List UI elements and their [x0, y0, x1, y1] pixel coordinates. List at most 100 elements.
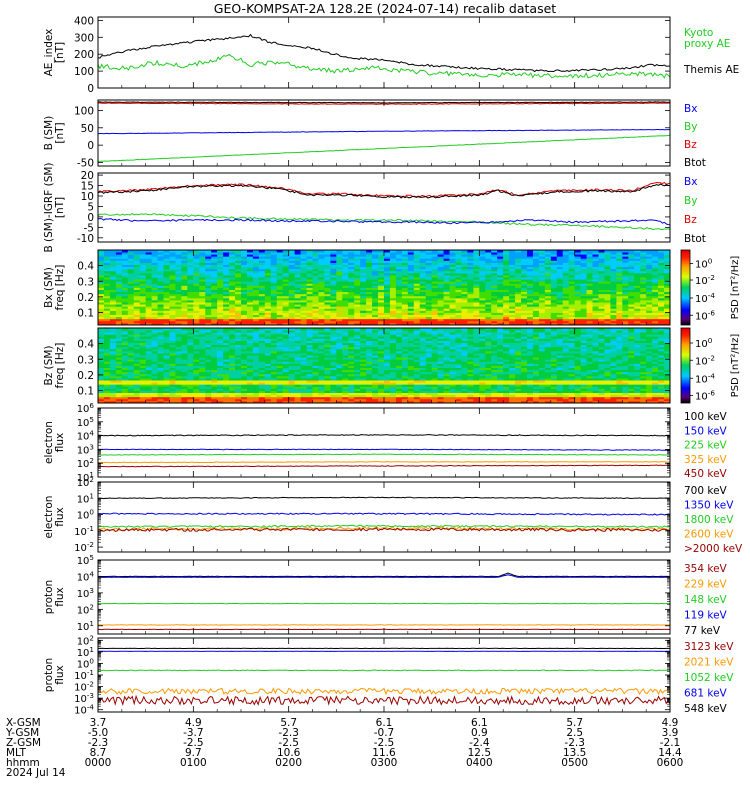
psd-cell	[384, 275, 391, 278]
psd-cell	[139, 260, 147, 263]
psd-cell	[199, 388, 206, 391]
psd-cell	[241, 262, 248, 265]
psd-cell	[193, 254, 200, 257]
psd-cell	[246, 314, 254, 318]
psd-cell	[324, 289, 331, 293]
psd-cell	[640, 283, 647, 286]
psd-cell	[556, 270, 564, 274]
psd-cell	[205, 396, 212, 400]
psd-cell	[241, 400, 248, 404]
psd-cell	[282, 359, 290, 362]
ylabel-bigrf-1: [nT]	[54, 197, 66, 218]
psd-cell	[282, 254, 290, 257]
psd-cell	[455, 295, 462, 299]
psd-cell	[294, 373, 301, 377]
psd-cell	[199, 367, 206, 371]
psd-cell	[127, 394, 135, 398]
psd-cell	[527, 254, 534, 257]
psd-cell	[384, 270, 391, 274]
psd-cell	[205, 256, 212, 259]
psd-cell	[163, 310, 170, 313]
psd-cell	[330, 304, 337, 307]
psd-cell	[187, 258, 194, 261]
psd-cell	[592, 260, 599, 263]
psd-cell	[658, 322, 665, 326]
psd-cell	[288, 279, 296, 282]
psd-cell	[544, 254, 552, 257]
psd-cell	[556, 268, 564, 272]
psd-cell	[550, 277, 558, 280]
psd-cell	[455, 277, 462, 280]
psd-cell	[211, 334, 218, 337]
psd-cell	[384, 310, 391, 313]
psd-cell	[348, 256, 355, 259]
psd-cell	[318, 312, 325, 315]
psd-cell	[241, 340, 248, 343]
psd-cell	[187, 291, 194, 295]
psd-cell	[413, 300, 421, 303]
psd-cell	[157, 318, 164, 322]
psd-cell	[133, 287, 141, 290]
psd-cell	[252, 353, 260, 356]
psd-cell	[211, 388, 218, 391]
psd-cell	[163, 344, 170, 348]
psd-cell	[199, 266, 206, 270]
psd-cell	[121, 330, 129, 333]
psd-cell	[389, 258, 397, 261]
psd-cell	[294, 300, 301, 303]
psd-cell	[199, 380, 206, 383]
psd-cell	[407, 256, 415, 259]
psd-cell	[366, 304, 373, 307]
psd-cell	[425, 293, 433, 297]
psd-cell	[550, 310, 558, 313]
psd-cell	[139, 388, 147, 391]
psd-cell	[187, 289, 194, 293]
psd-cell	[163, 375, 170, 379]
psd-cell	[109, 380, 117, 383]
psd-cell	[270, 264, 278, 268]
psd-cell	[640, 295, 647, 299]
psd-cell	[103, 304, 111, 307]
psd-cell	[538, 254, 546, 257]
psd-cell	[199, 373, 206, 377]
psd-cell	[169, 390, 176, 393]
psd-cell	[467, 316, 474, 320]
psd-cell	[604, 270, 611, 274]
psd-cell	[181, 386, 188, 389]
psd-cell	[282, 386, 290, 389]
psd-cell	[145, 340, 153, 343]
psd-cell	[115, 316, 123, 320]
psd-cell	[98, 252, 105, 255]
psd-cell	[270, 320, 278, 324]
psd-cell	[640, 289, 647, 293]
psd-cell	[258, 304, 266, 307]
psd-cell	[229, 361, 236, 364]
psd-cell	[312, 306, 319, 309]
psd-cell	[389, 285, 397, 288]
psd-cell	[366, 264, 373, 268]
psd-cell	[258, 394, 266, 398]
psd-cell	[300, 260, 307, 263]
psd-cell	[252, 310, 260, 313]
psd-cell	[270, 293, 278, 297]
psd-cell	[461, 316, 468, 320]
psd-cell	[336, 254, 343, 257]
psd-cell	[425, 289, 433, 293]
psd-cell	[121, 342, 129, 346]
psd-cell	[139, 365, 147, 368]
psd-cell	[223, 300, 230, 303]
psd-cell	[419, 256, 427, 259]
series-line-bigrf-3	[98, 217, 670, 226]
psd-cell	[282, 394, 290, 398]
psd-cell	[127, 344, 135, 348]
psd-cell	[127, 373, 135, 377]
series-group-ae	[98, 33, 670, 79]
psd-cell	[151, 316, 158, 320]
psd-cell	[342, 312, 349, 315]
psd-cell	[586, 304, 593, 307]
psd-cell	[199, 302, 206, 305]
psd-cell	[241, 357, 248, 360]
psd-cell	[169, 264, 176, 268]
psd-cell	[145, 346, 153, 350]
psd-cell	[175, 398, 182, 402]
